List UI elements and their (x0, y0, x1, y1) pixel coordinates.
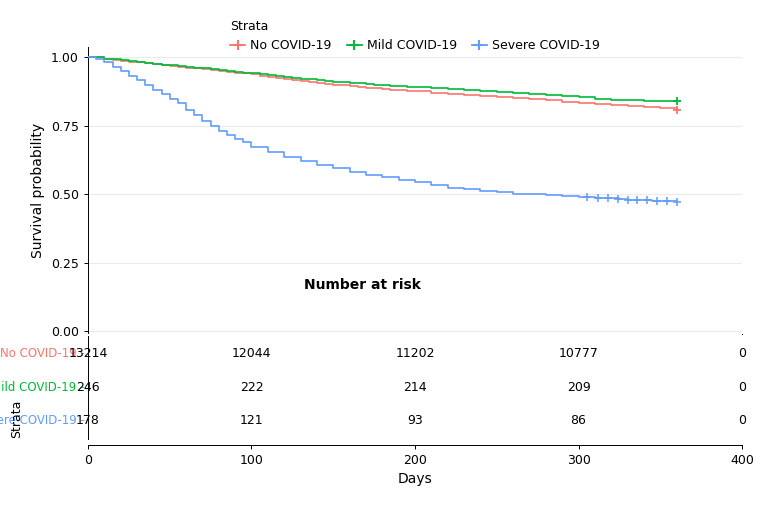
Text: Strata: Strata (11, 400, 23, 438)
Text: 246: 246 (76, 381, 99, 393)
Point (651, 196, 663, 205)
Text: 0: 0 (738, 414, 746, 427)
Text: Number at risk: Number at risk (304, 278, 421, 292)
Text: 11202: 11202 (396, 347, 435, 360)
Y-axis label: Survival probability: Survival probability (31, 123, 45, 258)
Legend: No COVID-19, Mild COVID-19, Severe COVID-19: No COVID-19, Mild COVID-19, Severe COVID… (230, 20, 600, 52)
Text: 93: 93 (407, 414, 423, 427)
Text: No COVID-19 -: No COVID-19 - (0, 347, 85, 360)
X-axis label: Days: Days (398, 472, 432, 486)
Text: 222: 222 (239, 381, 263, 393)
Text: 178: 178 (76, 414, 100, 427)
Point (661, 197, 673, 205)
Point (670, 106, 682, 114)
Point (612, 194, 624, 203)
Text: 214: 214 (403, 381, 427, 393)
Point (670, 197, 682, 206)
Text: 12044: 12044 (232, 347, 272, 360)
Point (592, 193, 604, 202)
Text: 86: 86 (571, 414, 587, 427)
Text: 13214: 13214 (68, 347, 108, 360)
Point (631, 196, 643, 204)
Point (602, 194, 614, 202)
Text: Severe COVID-19 -: Severe COVID-19 - (0, 414, 85, 427)
Text: Mild COVID-19 -: Mild COVID-19 - (0, 381, 85, 393)
Text: 0: 0 (738, 381, 746, 393)
Text: 10777: 10777 (558, 347, 598, 360)
Text: 209: 209 (567, 381, 591, 393)
Point (641, 196, 653, 205)
Point (621, 195, 633, 204)
Point (670, 97, 682, 105)
Text: 121: 121 (239, 414, 263, 427)
Point (581, 193, 593, 201)
Text: 0: 0 (738, 347, 746, 360)
